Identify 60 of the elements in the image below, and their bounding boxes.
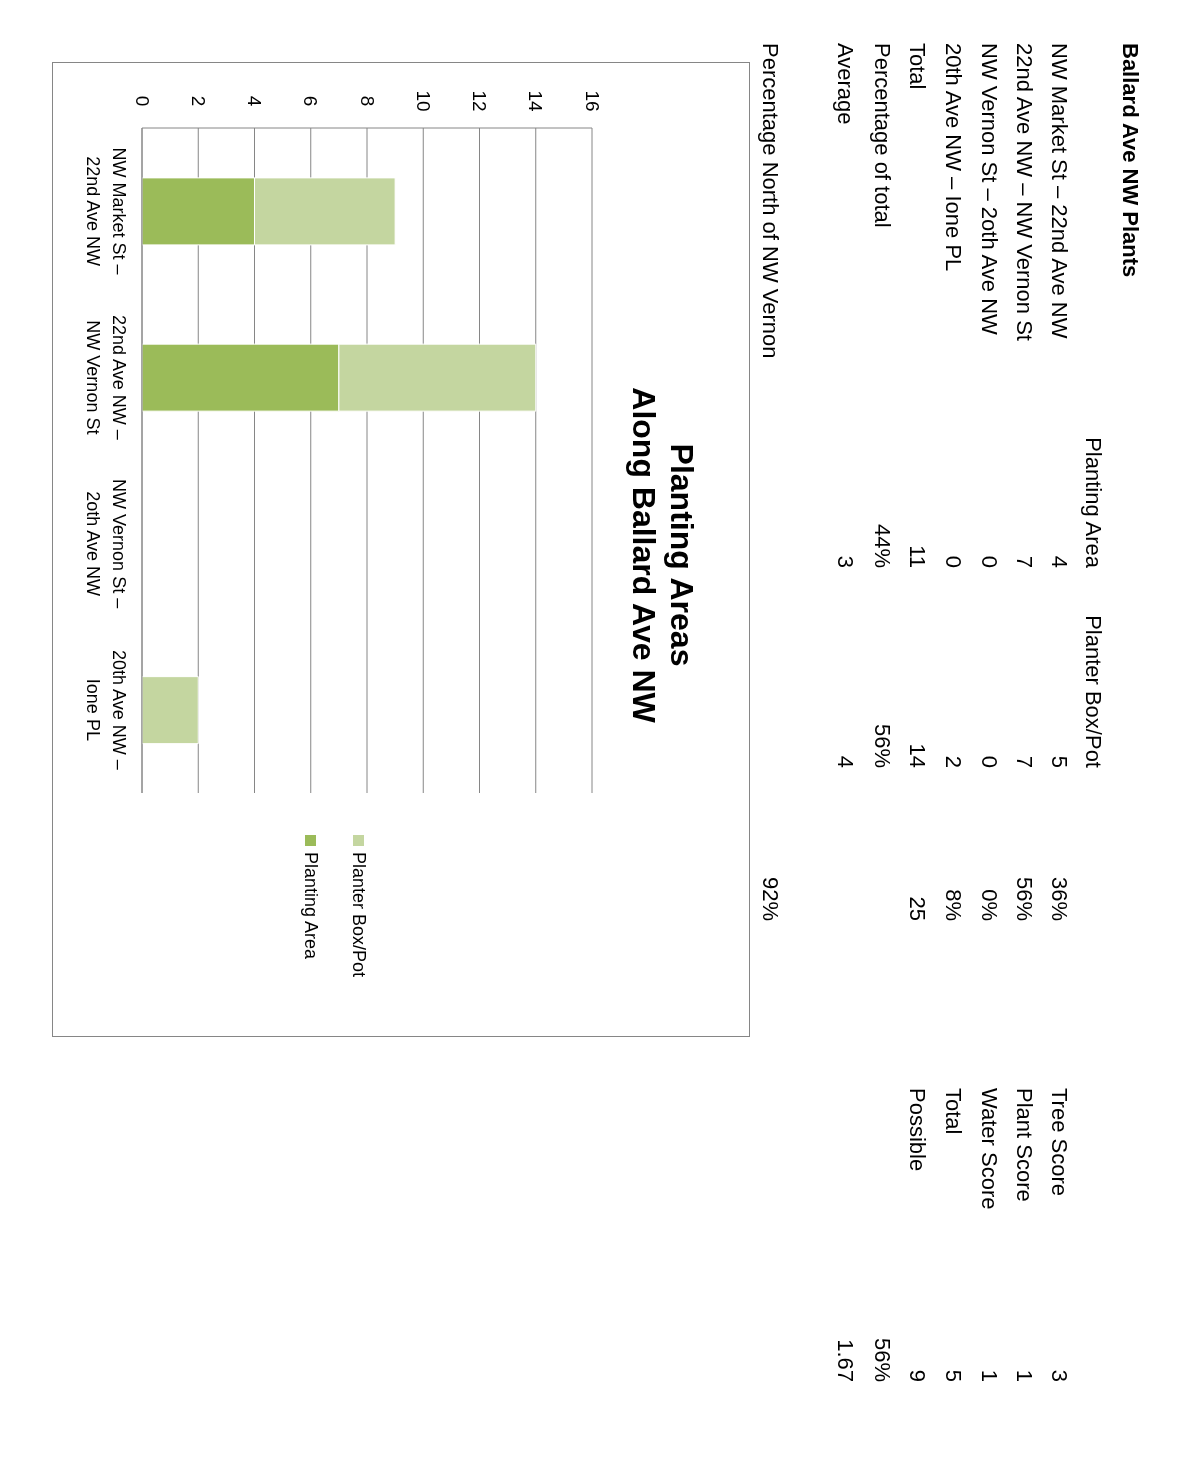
text: 11 bbox=[904, 545, 931, 568]
text: 92% bbox=[757, 876, 784, 921]
text: Planting Areas Along Ballard Ave NW bbox=[626, 387, 700, 724]
text: Total bbox=[940, 1088, 967, 1135]
text: 0% bbox=[976, 889, 1003, 921]
bar bbox=[142, 676, 199, 745]
x-tick-label: 4 bbox=[244, 95, 265, 107]
x-tick-label: 14 bbox=[525, 90, 547, 112]
x-tick-label: 10 bbox=[412, 90, 434, 112]
y-tick-label: NW Market St – 22nd Ave NW bbox=[83, 147, 129, 275]
text: Average bbox=[832, 43, 859, 125]
text: 0 bbox=[976, 755, 1003, 768]
text: 22nd Ave NW – NW Vernon St bbox=[1011, 43, 1038, 341]
y-tick-label: 22nd Ave NW – NW Vernon St bbox=[83, 315, 129, 440]
text: 3 bbox=[1046, 1369, 1073, 1382]
text: Planter Box/Pot bbox=[1080, 615, 1107, 768]
x-tick-label: 0 bbox=[131, 95, 153, 107]
text: 4 bbox=[832, 755, 859, 768]
text: 56% bbox=[869, 723, 896, 768]
text: 44% bbox=[869, 523, 896, 568]
x-tick-label: 2 bbox=[187, 95, 209, 107]
text: 8% bbox=[940, 889, 967, 921]
text: 7 bbox=[1011, 555, 1038, 568]
text: 2 bbox=[940, 755, 967, 768]
text: 14 bbox=[904, 743, 931, 768]
text: Planting Area bbox=[1080, 437, 1107, 568]
text: 0 bbox=[976, 555, 1003, 568]
text: 9 bbox=[904, 1369, 931, 1382]
text: Plant Score bbox=[1011, 1088, 1038, 1202]
legend-label: Planter Box/Pot bbox=[348, 852, 370, 978]
text: Ballard Ave NW Plants bbox=[1117, 43, 1144, 278]
text: 0 bbox=[940, 555, 967, 568]
text: Total bbox=[904, 43, 931, 90]
x-tick-label: 8 bbox=[356, 95, 378, 107]
text: 4 bbox=[1046, 555, 1073, 568]
text: 20th Ave NW – Ione PL bbox=[940, 43, 967, 272]
text: 7 bbox=[1011, 755, 1038, 768]
text: NW Vernon St – 2oth Ave NW bbox=[976, 43, 1003, 335]
text: 1.67 bbox=[832, 1339, 859, 1382]
text: Water Score bbox=[976, 1088, 1003, 1210]
text: Tree Score bbox=[1046, 1088, 1073, 1197]
text: NW Market St – 22nd Ave NW bbox=[1046, 43, 1073, 339]
x-tick-label: 6 bbox=[300, 95, 322, 107]
text: 1 bbox=[976, 1369, 1003, 1382]
text: Percentage North of NW Vernon bbox=[757, 43, 784, 359]
text: 56% bbox=[1011, 876, 1038, 921]
text: 56% bbox=[869, 1337, 896, 1382]
text: Percentage of total bbox=[869, 43, 896, 228]
text: 25 bbox=[904, 896, 931, 921]
x-tick-label: 12 bbox=[469, 90, 490, 112]
text: 36% bbox=[1046, 876, 1073, 921]
text: Possible bbox=[904, 1088, 931, 1172]
text: 3 bbox=[832, 555, 859, 568]
y-tick-label: 20th Ave NW – Ione PL bbox=[83, 650, 129, 770]
text: 5 bbox=[940, 1369, 967, 1382]
y-tick-label: NW Vernon St – 2oth Ave NW bbox=[83, 479, 129, 609]
text: 5 bbox=[1046, 755, 1073, 768]
text: 1 bbox=[1011, 1369, 1038, 1382]
x-tick-label: 16 bbox=[581, 90, 603, 112]
legend-label: Planting Area bbox=[300, 852, 322, 960]
